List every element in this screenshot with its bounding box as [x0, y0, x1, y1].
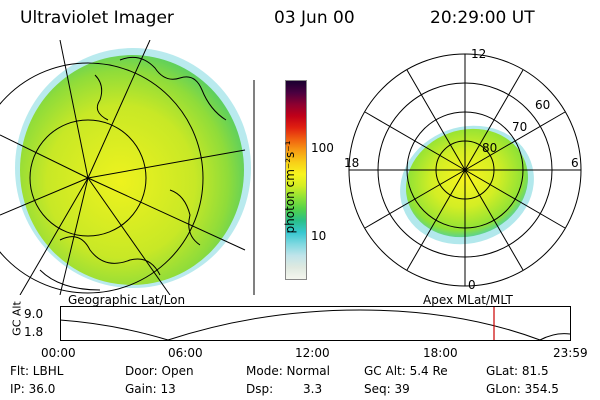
latitude-circle — [29, 119, 147, 237]
latitude-circle — [0, 62, 204, 294]
altitude-xtick-0600: 06:00 — [168, 346, 203, 360]
colorbar-label: photon cm⁻²s⁻¹ — [283, 140, 297, 234]
info-filter: Flt: LBHL — [10, 364, 64, 378]
colorbar-tick-10: 10 — [311, 229, 327, 243]
colorbar — [285, 80, 307, 280]
info-gain: Gain: 13 — [125, 382, 176, 396]
mlt-label-18: 18 — [344, 156, 359, 170]
polar-map: 12 18 6 0 60 70 80 — [344, 47, 582, 292]
altitude-ytick-bottom: 1.8 — [24, 325, 44, 339]
date-label: 03 Jun 00 — [274, 8, 355, 28]
polar-map-caption: Apex MLat/MLT — [423, 293, 513, 307]
mlt-label-12: 12 — [471, 47, 486, 61]
altitude-curve — [60, 309, 571, 341]
mlt-label-6: 6 — [571, 156, 579, 170]
instrument-title: Ultraviolet Imager — [20, 8, 174, 28]
mlt-label-0: 0 — [468, 278, 476, 292]
altitude-plot — [60, 306, 571, 341]
info-seq: Seq: 39 — [364, 382, 410, 396]
altitude-xtick-2359: 23:59 — [553, 346, 588, 360]
polar-grid — [348, 53, 582, 287]
info-glon: GLon: 354.5 — [486, 382, 559, 396]
geo-map-caption: Geographic Lat/Lon — [68, 293, 186, 307]
info-glat: GLat: 81.5 — [486, 364, 549, 378]
meridian-lines — [0, 40, 246, 295]
info-ip: IP: 36.0 — [10, 382, 56, 396]
info-dsp-value: 3.3 — [303, 382, 323, 396]
altitude-xtick-1800: 18:00 — [423, 346, 458, 360]
lat-label-60: 60 — [535, 98, 550, 112]
polar-aurora-image — [405, 128, 529, 238]
geographic-map — [0, 40, 255, 295]
info-dsp-label: Dsp: — [246, 382, 274, 396]
altitude-xtick-0000: 00:00 — [41, 346, 76, 360]
altitude-xtick-1200: 12:00 — [295, 346, 330, 360]
lat-label-70: 70 — [512, 120, 527, 134]
altitude-ytick-top: 9.0 — [24, 307, 44, 321]
colorbar-tick-100: 100 — [311, 141, 334, 155]
altitude-ylabel: GC Alt — [10, 301, 24, 336]
lat-label-80: 80 — [482, 141, 497, 155]
info-door: Door: Open — [125, 364, 194, 378]
time-label: 20:29:00 UT — [430, 8, 535, 28]
info-gc-alt: GC Alt: 5.4 Re — [364, 364, 448, 378]
coastlines — [39, 56, 227, 291]
info-mode: Mode: Normal — [246, 364, 330, 378]
